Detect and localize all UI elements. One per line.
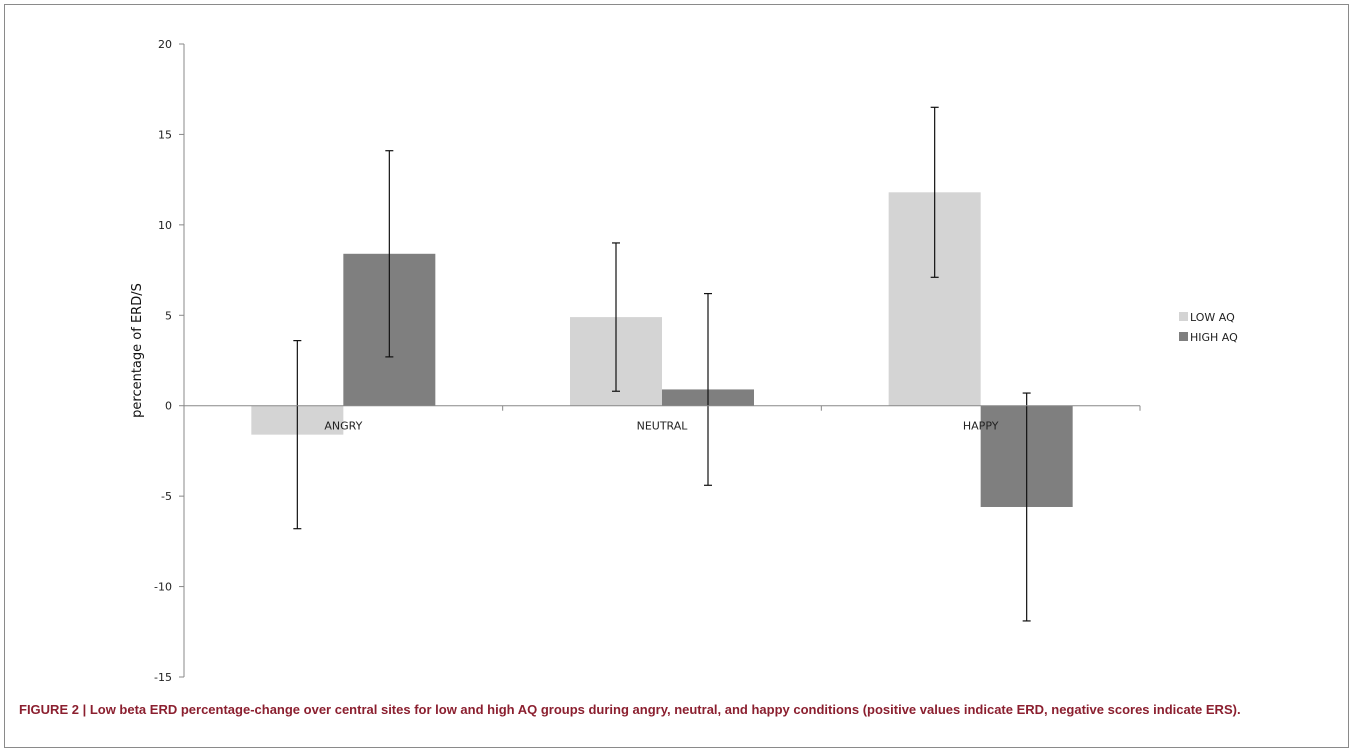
y-tick-label: 0 <box>165 400 172 413</box>
legend-label: LOW AQ <box>1190 311 1235 324</box>
x-axis: ANGRY NEUTRAL HAPPY <box>183 405 1141 433</box>
legend-swatch <box>1179 332 1188 341</box>
legend-swatch <box>1179 312 1188 321</box>
y-tick-label: -5 <box>161 490 172 503</box>
legend-label: HIGH AQ <box>1190 331 1238 344</box>
y-tick-label: 10 <box>158 219 172 232</box>
figure-caption: FIGURE 2 | Low beta ERD percentage-chang… <box>19 699 1349 720</box>
bar-chart: -15 -10 -5 0 5 10 15 20 ANGRY NEUTRAL HAPPY LOW A… <box>130 38 1238 684</box>
legend: LOW AQ HIGH AQ <box>1179 311 1238 344</box>
y-axis: -15 -10 -5 0 5 10 15 20 <box>154 38 185 684</box>
figure-frame: -15 -10 -5 0 5 10 15 20 ANGRY NEUTRAL HAPPY LOW A… <box>4 4 1349 748</box>
error-bars <box>293 106 1031 622</box>
y-tick-label: 5 <box>165 309 172 322</box>
bars <box>251 192 1073 507</box>
y-axis-label: percentage of ERD/S <box>130 283 145 418</box>
x-category-label: NEUTRAL <box>637 420 689 433</box>
y-tick-label: 15 <box>158 128 172 141</box>
caption-label: FIGURE 2 | <box>19 702 90 717</box>
x-category-label: HAPPY <box>963 420 999 433</box>
x-category-label: ANGRY <box>324 420 362 433</box>
y-tick-label: 20 <box>158 38 172 51</box>
y-tick-label: -10 <box>154 581 172 594</box>
y-tick-label: -15 <box>154 671 172 684</box>
caption-text: Low beta ERD percentage-change over cent… <box>89 702 1241 717</box>
